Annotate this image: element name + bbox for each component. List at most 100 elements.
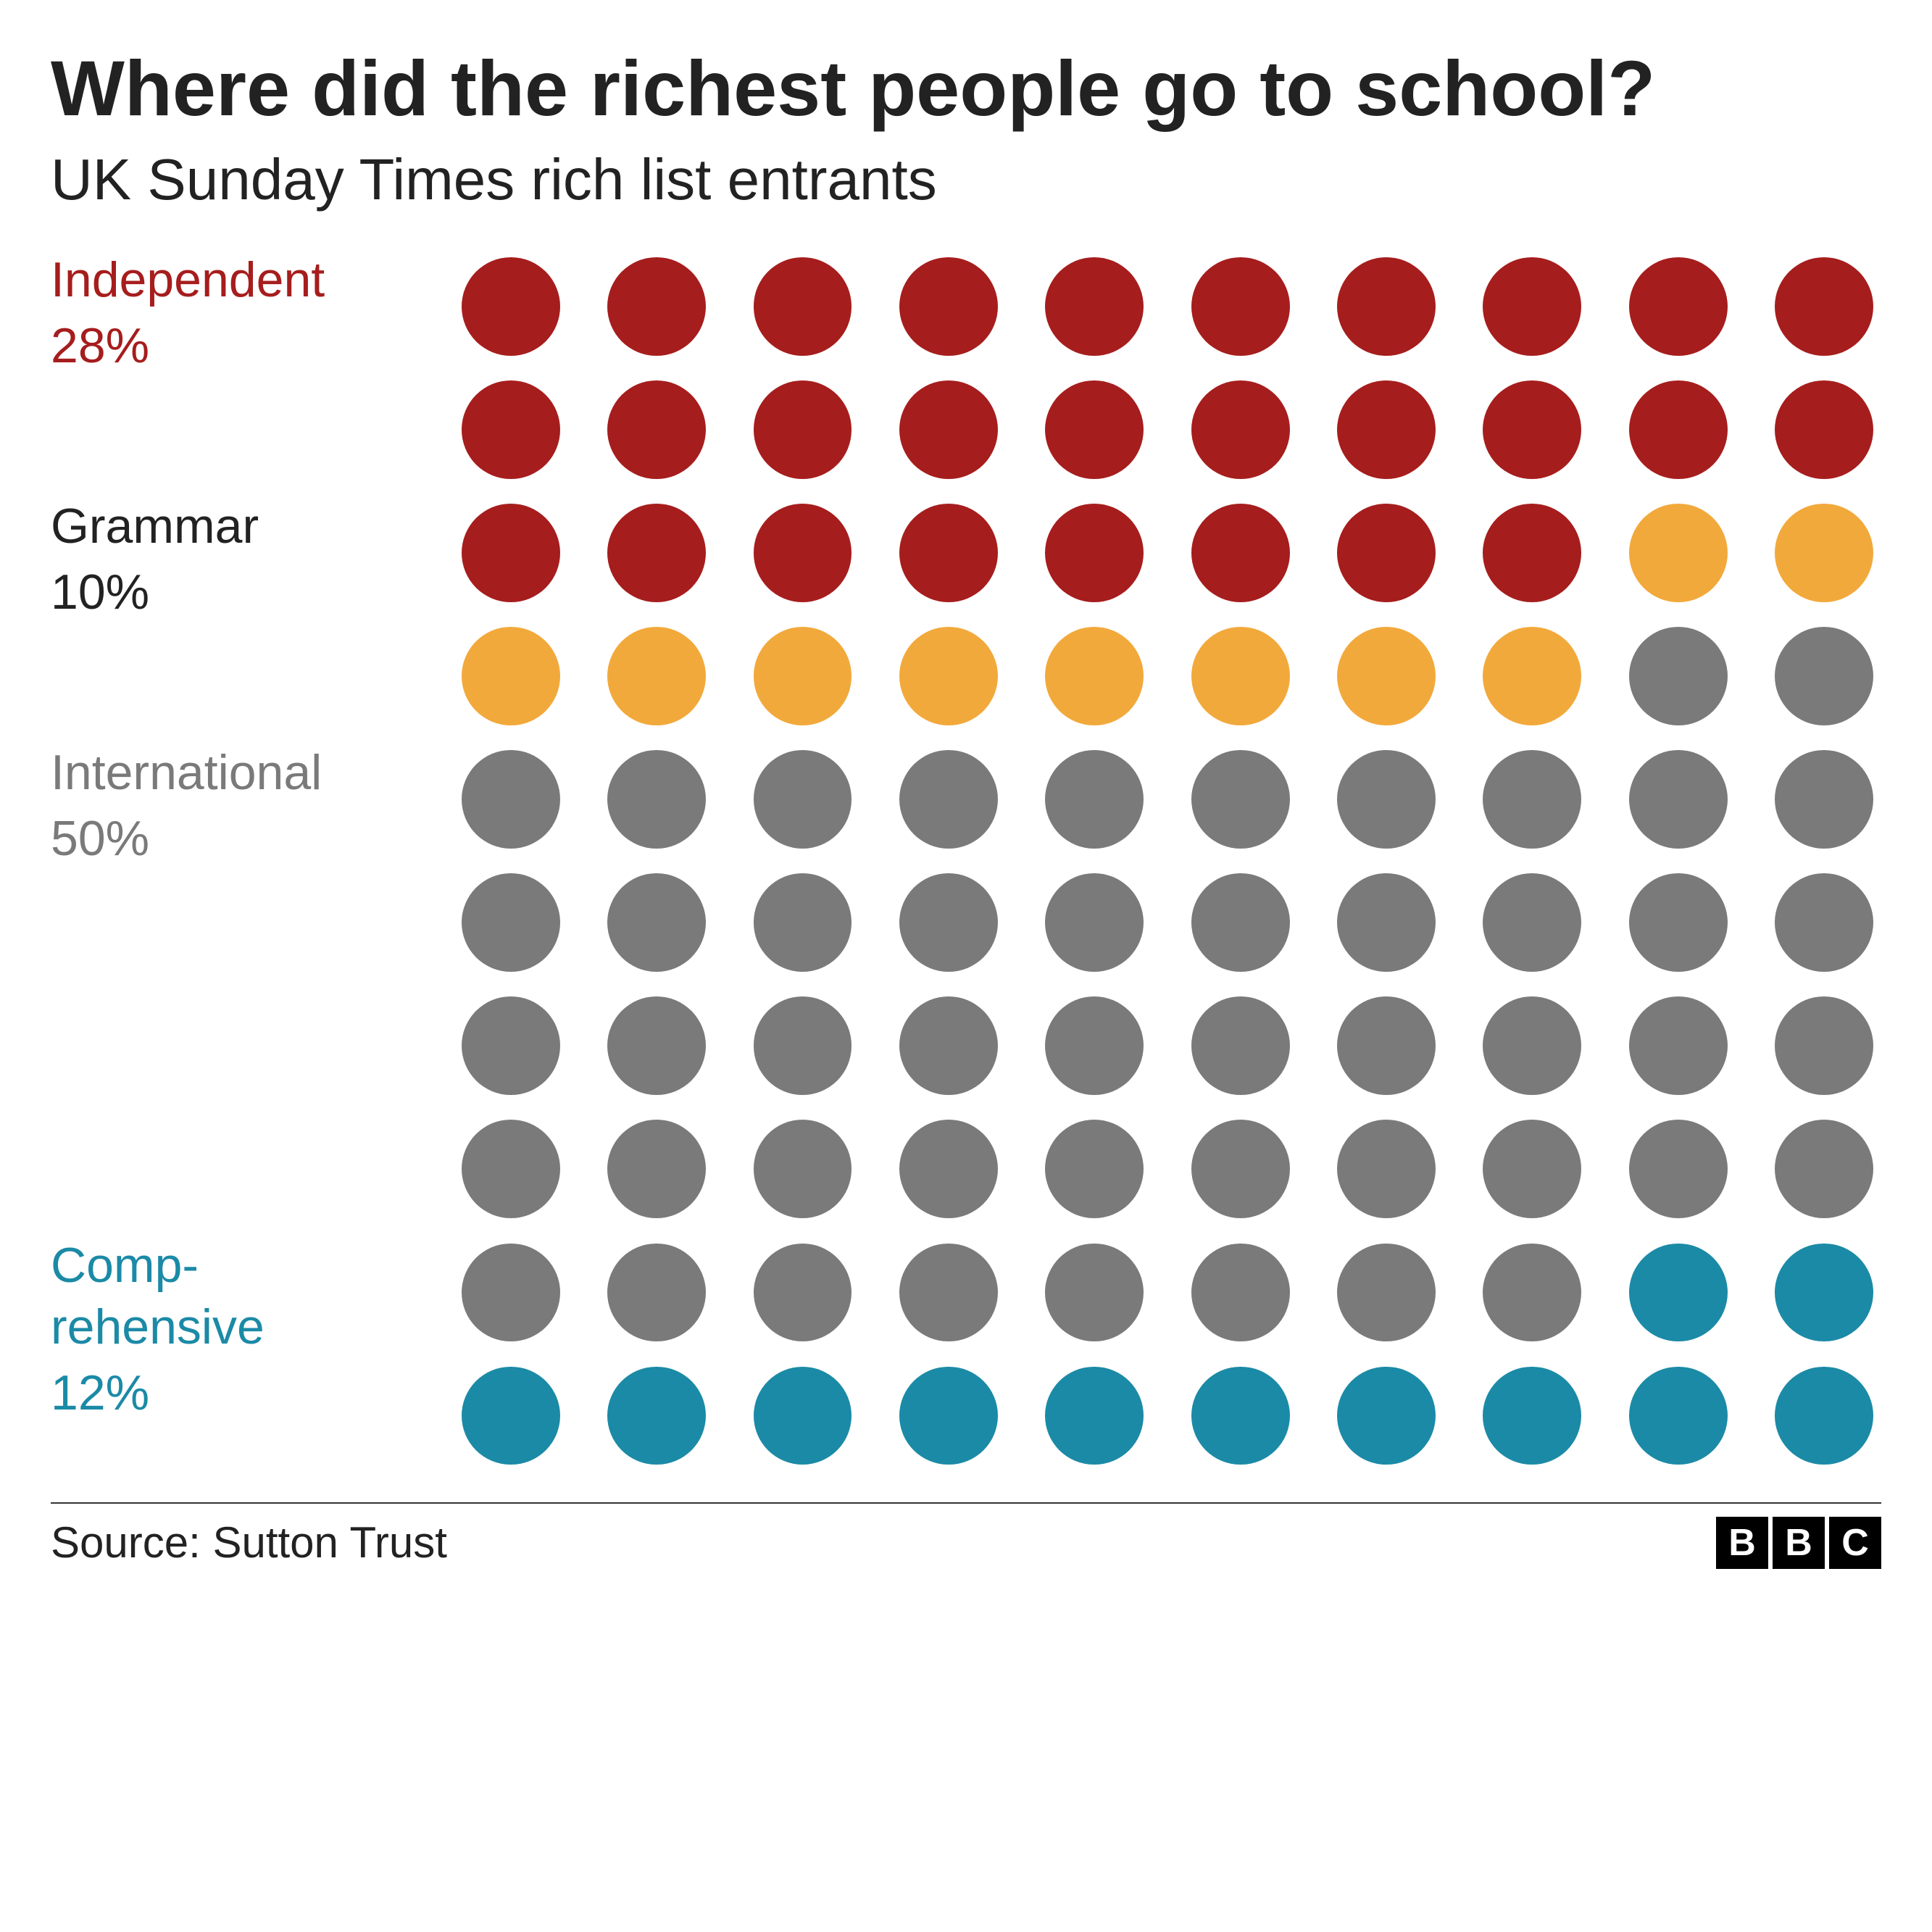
dot-international [1337, 873, 1436, 972]
dot-cell [891, 496, 1006, 610]
dot-cell [1183, 865, 1298, 980]
dot-international [462, 1120, 560, 1218]
dot-comprehensive [462, 1367, 560, 1465]
dot-comprehensive [1775, 1367, 1873, 1465]
dot-comprehensive [1337, 1367, 1436, 1465]
dot-cell [1037, 619, 1152, 733]
dot-international [899, 996, 998, 1095]
dot-international [899, 750, 998, 849]
dot-independent [1191, 504, 1290, 602]
source-label: Source: Sutton Trust [51, 1517, 447, 1567]
dot-cell [1329, 249, 1444, 364]
chart-title: Where did the richest people go to schoo… [51, 43, 1881, 133]
bbc-logo: BBC [1716, 1517, 1881, 1569]
chart-footer: Source: Sutton Trust BBC [51, 1502, 1881, 1569]
dot-independent [1775, 257, 1873, 356]
dot-international [1191, 1120, 1290, 1218]
dot-cell [745, 1112, 859, 1226]
dot-cell [1183, 619, 1298, 733]
dot-grid [454, 249, 1881, 1473]
dot-international [1045, 1120, 1144, 1218]
dot-international [607, 1120, 706, 1218]
dot-international [899, 1244, 998, 1342]
dot-cell [1621, 865, 1736, 980]
dot-international [1629, 1120, 1728, 1218]
dot-cell [1767, 619, 1881, 733]
dot-cell [1037, 496, 1152, 610]
dot-cell [599, 496, 714, 610]
dot-grammar [754, 627, 852, 725]
dot-cell [599, 988, 714, 1103]
dot-cell [599, 865, 714, 980]
dot-cell [1183, 1358, 1298, 1473]
dot-independent [1045, 504, 1144, 602]
dot-international [1775, 996, 1873, 1095]
dot-international [1045, 996, 1144, 1095]
dot-international [607, 996, 706, 1095]
dot-independent [899, 257, 998, 356]
category-name: International [51, 742, 322, 804]
dot-cell [1183, 988, 1298, 1103]
dot-cell [1621, 372, 1736, 487]
dot-cell [1767, 496, 1881, 610]
dot-cell [599, 742, 714, 857]
dot-independent [754, 504, 852, 602]
dot-independent [462, 380, 560, 479]
dot-grammar [899, 627, 998, 725]
dot-cell [454, 988, 568, 1103]
dot-cell [891, 1112, 1006, 1226]
dot-independent [1191, 380, 1290, 479]
dot-independent [462, 257, 560, 356]
chart-container: Where did the richest people go to schoo… [0, 0, 1932, 1598]
category-labels-column: Independent28%Grammar10%International50%… [51, 249, 454, 1473]
dot-comprehensive [1191, 1367, 1290, 1465]
dot-international [1191, 996, 1290, 1095]
dot-independent [607, 380, 706, 479]
dot-independent [754, 257, 852, 356]
dot-independent [899, 380, 998, 479]
dot-grammar [1337, 627, 1436, 725]
dot-cell [745, 988, 859, 1103]
dot-cell [1767, 1112, 1881, 1226]
dot-cell [454, 372, 568, 487]
dot-international [607, 1244, 706, 1342]
dot-cell [745, 249, 859, 364]
dot-cell [745, 1358, 859, 1473]
category-label-comprehensive: Comp-rehensive12% [51, 1235, 265, 1424]
dot-cell [454, 249, 568, 364]
bbc-logo-box: B [1716, 1517, 1768, 1569]
category-pct: 10% [51, 562, 259, 623]
dot-cell [454, 1358, 568, 1473]
dot-cell [1621, 1358, 1736, 1473]
dot-international [1629, 873, 1728, 972]
dot-international [1337, 996, 1436, 1095]
dot-cell [599, 249, 714, 364]
dot-cell [1475, 1235, 1589, 1349]
dot-international [1629, 996, 1728, 1095]
dot-grammar [1191, 627, 1290, 725]
dot-international [1483, 1120, 1581, 1218]
dot-cell [1183, 742, 1298, 857]
category-label-international: International50% [51, 742, 322, 870]
category-name: Grammar [51, 496, 259, 557]
bbc-logo-box: C [1829, 1517, 1881, 1569]
dot-cell [599, 1358, 714, 1473]
dot-cell [454, 742, 568, 857]
dot-cell [1037, 865, 1152, 980]
dot-cell [891, 1235, 1006, 1349]
dot-international [754, 996, 852, 1095]
dot-international [1775, 627, 1873, 725]
dot-cell [1037, 249, 1152, 364]
chart-body: Independent28%Grammar10%International50%… [51, 249, 1881, 1502]
category-name: Independent [51, 249, 325, 311]
dot-cell [454, 1235, 568, 1349]
dot-international [1775, 873, 1873, 972]
dot-grammar [1629, 504, 1728, 602]
dot-cell [1183, 372, 1298, 487]
dot-independent [1775, 380, 1873, 479]
dot-cell [1183, 1112, 1298, 1226]
dot-international [462, 1244, 560, 1342]
dot-international [754, 1244, 852, 1342]
dot-cell [745, 619, 859, 733]
dot-grammar [1775, 504, 1873, 602]
